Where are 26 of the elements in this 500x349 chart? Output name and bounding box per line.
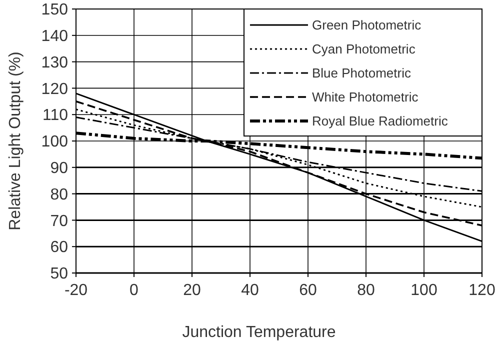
y-tick-label: 60 xyxy=(50,239,68,256)
y-tick-label: 50 xyxy=(50,266,68,283)
x-tick-label: 100 xyxy=(410,282,438,299)
x-tick-label: 120 xyxy=(468,282,496,299)
y-tick-label: 70 xyxy=(50,212,68,230)
x-tick-label: 20 xyxy=(183,282,201,299)
y-tick-label: 100 xyxy=(41,134,68,151)
y-tick-label: 90 xyxy=(50,160,68,177)
x-tick-label: 40 xyxy=(241,282,259,299)
x-tick-label: 80 xyxy=(357,282,375,299)
y-tick-label: 110 xyxy=(42,107,68,124)
x-tick-label: 0 xyxy=(130,282,139,299)
x-tick-label: -20 xyxy=(64,282,88,299)
legend-label: Green Photometric xyxy=(312,18,422,33)
legend-label: Cyan Photometric xyxy=(312,42,416,57)
y-tick-label: 120 xyxy=(41,80,68,98)
x-tick-label: 60 xyxy=(299,282,317,299)
y-tick-label: 130 xyxy=(41,54,68,72)
legend-label: Blue Photometric xyxy=(312,66,412,81)
y-tick-label: 140 xyxy=(41,28,68,45)
y-tick-label: 150 xyxy=(41,2,68,19)
x-axis-title: Junction Temperature xyxy=(182,324,336,341)
y-tick-label: 80 xyxy=(50,186,68,204)
y-axis-title: Relative Light Output (%) xyxy=(7,52,24,230)
legend-label: White Photometric xyxy=(312,90,419,105)
legend-label: Royal Blue Radiometric xyxy=(312,114,448,129)
